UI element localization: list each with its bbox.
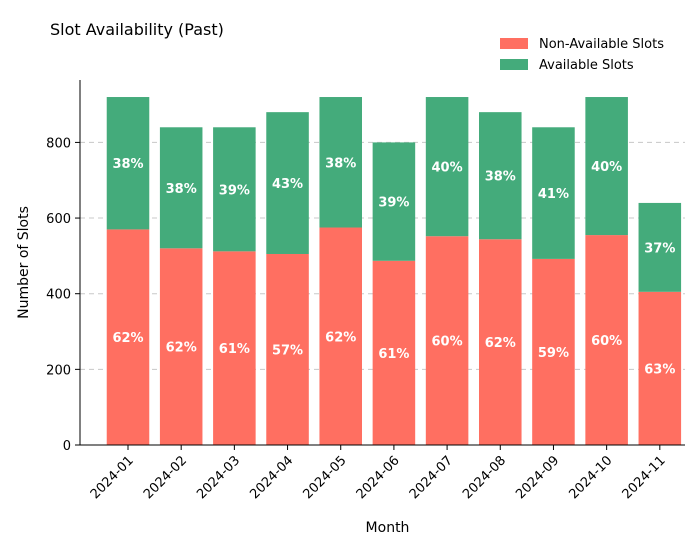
bar-non-available bbox=[372, 260, 416, 445]
bar-percent-label: 39% bbox=[378, 196, 409, 211]
y-tick-label: 800 bbox=[46, 136, 71, 151]
bar-percent-label: 38% bbox=[112, 157, 143, 172]
y-tick-label: 0 bbox=[63, 439, 71, 454]
bar-percent-label: 63% bbox=[644, 362, 675, 377]
bar-percent-label: 60% bbox=[432, 335, 463, 350]
bar-percent-label: 43% bbox=[272, 177, 303, 192]
bar-available bbox=[585, 97, 628, 236]
bar-percent-labels: 62% 38% 62% 38% 61% 39% 57% 43% 62% 38% 61% 39% 60% 4… bbox=[112, 156, 675, 377]
bar-non-available bbox=[479, 239, 522, 445]
bar-percent-label: 57% bbox=[272, 343, 303, 358]
bar-non-available bbox=[638, 291, 682, 445]
bar-non-available bbox=[159, 248, 203, 445]
x-tick-label: 2024-08 bbox=[460, 453, 509, 502]
bar-percent-label: 59% bbox=[538, 346, 569, 361]
bar-percent-label: 62% bbox=[112, 331, 143, 346]
bar-percent-label: 62% bbox=[166, 341, 197, 356]
x-tick-label: 2024-07 bbox=[407, 453, 456, 502]
x-tick-label: 2024-10 bbox=[566, 453, 615, 502]
bar-percent-label: 62% bbox=[325, 330, 356, 345]
legend-swatch-available bbox=[500, 59, 528, 70]
bar-available bbox=[479, 112, 522, 240]
legend-label-available: Available Slots bbox=[539, 58, 634, 73]
x-axis-ticks: 2024-01 2024-02 2024-03 2024-04 2024-05 2024-… bbox=[88, 445, 669, 502]
x-axis-label: Month bbox=[366, 520, 410, 536]
bar-non-available bbox=[106, 229, 150, 445]
bar-percent-label: 62% bbox=[485, 336, 516, 351]
bar-available bbox=[159, 127, 203, 249]
bars bbox=[106, 97, 682, 445]
chart-title: Slot Availability (Past) bbox=[50, 20, 224, 39]
x-tick-label: 2024-11 bbox=[620, 453, 669, 502]
x-tick-label: 2024-02 bbox=[141, 453, 190, 502]
bar-non-available bbox=[213, 251, 256, 445]
bar-percent-label: 39% bbox=[219, 183, 250, 198]
bar-percent-label: 60% bbox=[591, 334, 622, 349]
y-axis-label: Number of Slots bbox=[16, 206, 32, 319]
bar-non-available bbox=[532, 258, 575, 445]
bar-available bbox=[106, 97, 150, 230]
bar-percent-label: 61% bbox=[378, 347, 409, 362]
bar-non-available bbox=[319, 227, 362, 445]
bar-non-available bbox=[585, 235, 628, 445]
bar-percent-label: 38% bbox=[166, 182, 197, 197]
y-tick-label: 600 bbox=[46, 212, 71, 227]
bar-percent-label: 40% bbox=[432, 161, 463, 176]
bar-non-available bbox=[266, 253, 309, 445]
bar-percent-label: 41% bbox=[538, 187, 569, 202]
legend-swatch-non-available bbox=[500, 38, 528, 49]
x-tick-label: 2024-01 bbox=[88, 453, 137, 502]
bar-non-available bbox=[425, 236, 469, 445]
bar-percent-label: 37% bbox=[644, 241, 675, 256]
bar-available bbox=[372, 142, 416, 261]
y-tick-label: 400 bbox=[46, 288, 71, 303]
bar-percent-label: 38% bbox=[325, 156, 356, 171]
x-tick-label: 2024-09 bbox=[513, 453, 562, 502]
bar-percent-label: 40% bbox=[591, 160, 622, 175]
legend: Non-Available Slots Available Slots bbox=[500, 37, 664, 73]
x-tick-label: 2024-03 bbox=[194, 453, 243, 502]
bar-percent-label: 38% bbox=[485, 170, 516, 185]
bar-available bbox=[638, 202, 682, 292]
bar-percent-label: 61% bbox=[219, 342, 250, 357]
x-tick-label: 2024-06 bbox=[354, 453, 403, 502]
x-tick-label: 2024-05 bbox=[301, 453, 350, 502]
bar-available bbox=[425, 97, 469, 237]
y-tick-label: 200 bbox=[46, 363, 71, 378]
bar-available bbox=[266, 112, 309, 254]
legend-label-non-available: Non-Available Slots bbox=[539, 37, 664, 52]
bar-available bbox=[532, 127, 575, 259]
bar-available bbox=[213, 127, 256, 252]
x-tick-label: 2024-04 bbox=[247, 453, 296, 502]
bar-available bbox=[319, 97, 362, 228]
y-axis-ticks: 0 200 400 600 800 bbox=[46, 136, 80, 454]
